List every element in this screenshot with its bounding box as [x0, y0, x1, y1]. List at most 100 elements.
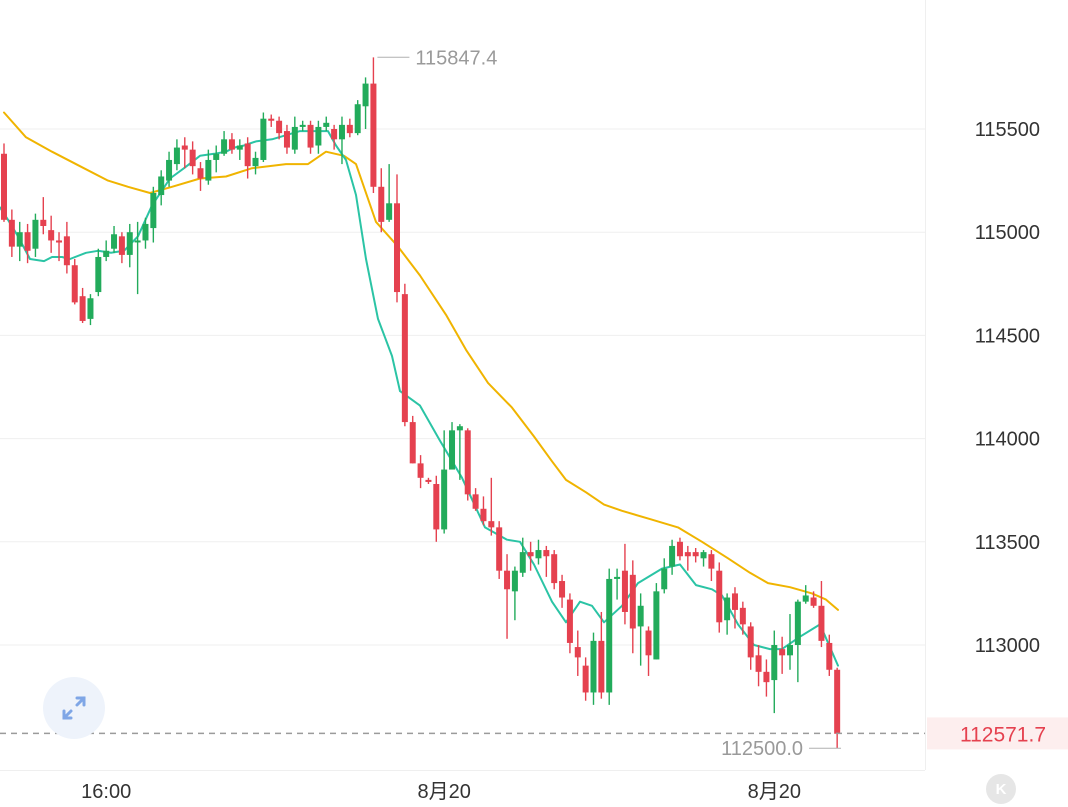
candle-up [221, 131, 228, 156]
candle-body [802, 595, 809, 602]
candle-down [818, 581, 825, 648]
y-tick-label: 114000 [975, 429, 1040, 451]
candle-down [755, 645, 762, 687]
candle-up [653, 583, 660, 660]
candle-body [315, 126, 322, 146]
candle-body [79, 296, 86, 321]
expand-icon[interactable] [43, 677, 105, 739]
candle-down [551, 550, 558, 590]
candle-down [24, 223, 31, 264]
candle-body [56, 240, 63, 243]
x-tick-label: 16:00 [81, 781, 131, 803]
candle-up [213, 145, 220, 173]
candle-up [95, 248, 102, 297]
candle-down [8, 209, 15, 257]
candle-body [826, 642, 833, 670]
candle-down [71, 259, 78, 305]
candle-body [449, 430, 456, 470]
candle-down [684, 545, 691, 571]
candle-body [24, 232, 31, 251]
candle-down [56, 232, 63, 262]
candle-body [173, 147, 180, 165]
candle-down [409, 415, 416, 464]
candle-body [700, 552, 707, 559]
candle-down [346, 118, 353, 138]
candle-down [425, 477, 432, 485]
candle-body [787, 645, 793, 656]
candle-body [653, 591, 660, 660]
candle-body [724, 597, 731, 621]
candle-down [488, 477, 495, 536]
candle-body [370, 83, 377, 187]
candle-body [598, 640, 605, 693]
y-tick-label: 113500 [975, 532, 1040, 554]
y-tick-label: 113000 [975, 635, 1040, 657]
candle-body [504, 570, 511, 590]
candle-body [716, 570, 723, 623]
candle-body [771, 645, 778, 681]
candle-body [409, 422, 416, 464]
candle-body [331, 129, 338, 140]
candle-down [331, 124, 338, 150]
candle-down [401, 283, 408, 427]
candle-up [32, 213, 39, 257]
y-tick-label: 114500 [975, 325, 1040, 347]
candle-body [95, 256, 102, 293]
candle-up [511, 566, 518, 621]
candle-down [582, 657, 589, 701]
candle-down [574, 630, 581, 676]
candle-down [504, 554, 511, 639]
annotations: 112571.7 115847.4 112500.0 [0, 47, 1068, 760]
candle-body [496, 527, 503, 571]
candle-body [763, 671, 770, 683]
candle-body [810, 597, 817, 606]
candle-body [291, 126, 298, 150]
candle-body [213, 153, 220, 160]
candle-body [354, 104, 361, 134]
candle-body [669, 545, 676, 567]
candle-body [71, 265, 78, 303]
high-price-label: 115847.4 [415, 47, 497, 69]
kline-icon[interactable]: K [986, 774, 1016, 804]
candle-up [142, 217, 149, 249]
candle-body [559, 581, 566, 598]
candle-down [834, 667, 841, 749]
candle-body [126, 232, 133, 255]
candle-body [394, 203, 400, 293]
candle-body [456, 426, 463, 431]
candle-up [456, 424, 463, 480]
axes: 115500 115000 114500 114000 113500 113000 16:0… [81, 119, 1040, 803]
candle-body [645, 630, 652, 656]
candle-up [291, 116, 298, 154]
candle-up [87, 294, 94, 326]
candle-body [1, 153, 7, 220]
candle-body [755, 655, 762, 672]
candle-down [63, 221, 70, 274]
candle-down [527, 541, 534, 571]
candle-up [150, 186, 157, 243]
candle-body [283, 131, 290, 148]
last-price-label: 112571.7 [960, 723, 1046, 746]
candle-down [598, 611, 605, 699]
candle-body [386, 203, 393, 220]
candle-down [40, 197, 47, 235]
candle-up [700, 550, 707, 567]
candle-body [268, 118, 275, 121]
candle-body [747, 626, 754, 658]
candle-up [606, 568, 613, 705]
candle-body [684, 552, 691, 557]
candle-down [810, 591, 817, 608]
candle-down [731, 587, 738, 629]
candle-up [661, 558, 668, 594]
candle-down [559, 574, 566, 608]
candle-down [370, 57, 377, 193]
candle-up [126, 223, 133, 268]
candle-body [488, 521, 495, 528]
candle-body [621, 570, 628, 612]
candle-body [40, 219, 47, 227]
candle-down [394, 174, 400, 303]
candle-body [818, 605, 825, 641]
candle-up [669, 539, 676, 575]
candle-up [449, 422, 456, 470]
